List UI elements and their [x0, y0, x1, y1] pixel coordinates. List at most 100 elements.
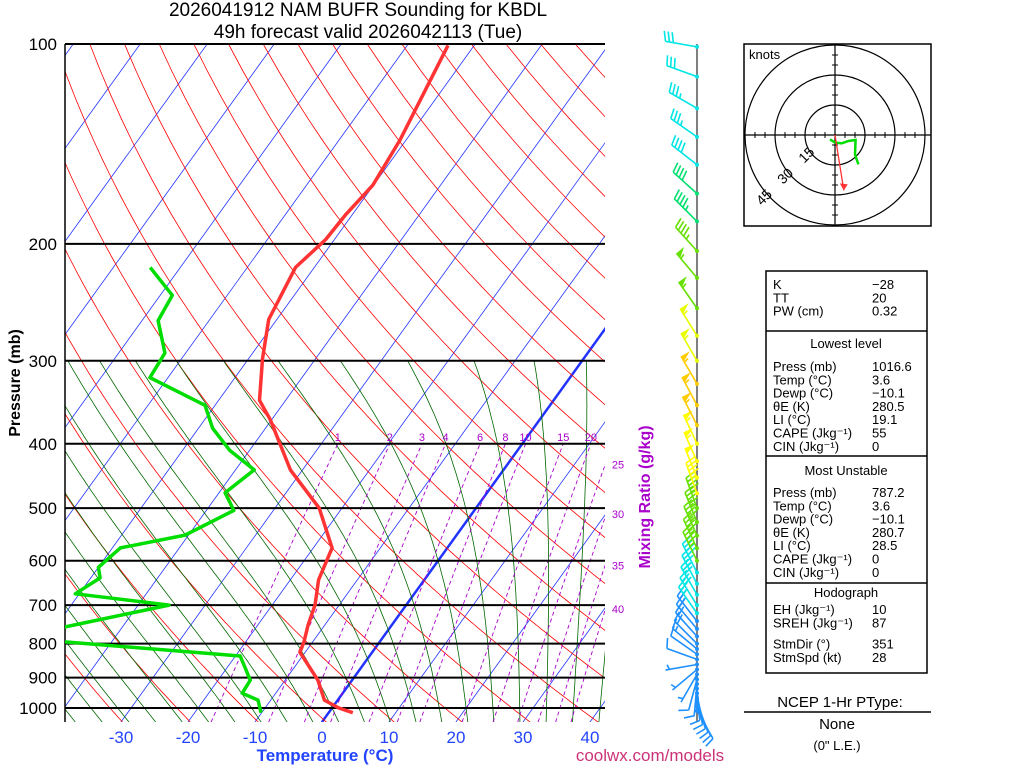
stat-value: 3.6 [872, 498, 890, 513]
stat-value: 280.5 [872, 399, 905, 414]
wind-barb-half-feather [680, 253, 685, 260]
stat-label: StmSpd (kt) [773, 650, 842, 665]
wind-barb-dot [695, 106, 699, 111]
wind-barb-half-feather [683, 310, 688, 316]
stat-label: StmDir (°) [773, 637, 830, 652]
stat-value: 1016.6 [872, 359, 912, 374]
moist-adiabat-line [67, 360, 314, 722]
stat-value: 28.5 [872, 538, 897, 553]
x-axis-label: Temperature (°C) [257, 746, 394, 765]
wind-barb [681, 372, 699, 408]
stats-section-title: Lowest level [810, 336, 882, 351]
wind-barb-dot [695, 619, 699, 624]
stat-label: Press (mb) [773, 485, 837, 500]
stat-value: 787.2 [872, 485, 905, 500]
wind-barb-feather [683, 576, 692, 586]
wind-barb-shaft [670, 117, 698, 138]
wind-barb-shaft [671, 144, 698, 166]
dry-adiabat-line [124, 44, 605, 631]
stat-value: 0 [872, 552, 879, 567]
mixing-ratio-line [517, 463, 605, 722]
moist-adiabat-line [99, 360, 340, 722]
wind-barb-dot [695, 652, 699, 657]
wind-barb-dot [695, 423, 699, 428]
wind-barb-feather [679, 569, 688, 579]
chart-title-line2: 49h forecast valid 2026042113 (Tue) [214, 22, 522, 43]
stat-label: Dewp (°C) [773, 386, 833, 401]
wind-barb-feather [675, 165, 682, 176]
wind-barb [670, 667, 699, 691]
y-axis-label: Pressure (mb) [7, 329, 24, 437]
stat-value: 28 [872, 650, 886, 665]
wind-barb-feather [677, 606, 685, 616]
wind-barb-feather [684, 565, 693, 575]
moist-adiabat-line [572, 360, 588, 722]
wind-barb-half-feather [689, 516, 695, 522]
stats-table: K −28 TT 20 PW (cm) 0.32 Lowest level Press (mb… [765, 270, 928, 674]
wind-barb-dot [695, 603, 699, 608]
temperature-line [257, 44, 450, 715]
wind-barb-pennant [680, 303, 689, 314]
wind-barb-half-feather [689, 542, 695, 547]
wind-barb-dot [695, 647, 699, 652]
stat-label: LI (°C) [773, 412, 811, 427]
stat-label: CIN (Jkg⁻¹) [773, 439, 839, 454]
isotherm-line [65, 44, 342, 429]
stat-value: −10.1 [872, 512, 905, 527]
wind-barb [677, 672, 699, 703]
moist-adiabat-line [175, 360, 391, 722]
wind-barb-dot [695, 162, 699, 167]
stat-label: CAPE (Jkg⁻¹) [773, 426, 852, 441]
wind-barb [677, 276, 699, 311]
mixing-ratio-line [492, 443, 592, 722]
wind-barb [680, 328, 699, 363]
wind-barb-dot [695, 475, 699, 480]
axis-labels: 1 2 3 4 6 8 10 15 202530354010020030040050060070… [19, 35, 624, 747]
pressure-tick-label: 700 [29, 596, 57, 615]
wind-barb-shaft [677, 586, 698, 614]
wind-barb-feather [683, 498, 693, 507]
wind-barb [672, 162, 699, 196]
stat-label: Temp (°C) [773, 498, 832, 513]
temperature-tick-label: 10 [380, 728, 399, 747]
wind-barb-shaft [680, 673, 698, 703]
wind-barb-dot [695, 662, 699, 667]
mixing-ratio-tick-label: 6 [477, 432, 483, 444]
wind-barb-half-feather [682, 283, 687, 289]
wind-barb-dot [695, 506, 699, 511]
wind-barb-feather [671, 32, 675, 43]
wind-barb-half-feather [689, 529, 695, 535]
isotherm-line [522, 607, 605, 722]
wind-barb-feather [676, 112, 682, 124]
mixing-ratio-line [537, 516, 605, 722]
wind-barb-shaft [666, 64, 698, 78]
pressure-tick-label: 200 [29, 235, 57, 254]
wind-barb [683, 498, 699, 538]
wind-barb-feather [669, 56, 673, 68]
wind-barb-shaft [665, 40, 698, 48]
storm-motion-arrowhead [839, 183, 848, 191]
dry-adiabat-line [193, 44, 605, 539]
wind-barb-dot [695, 381, 699, 386]
wind-barb-pennant [678, 276, 687, 287]
stat-label: Dewp (°C) [773, 512, 833, 527]
pressure-tick-label: 400 [29, 435, 57, 454]
credit-link[interactable]: coolwx.com/models [576, 746, 724, 765]
wind-barb-half-feather [685, 234, 690, 240]
dry-adiabat-line [65, 493, 259, 722]
wind-barb-feather [677, 220, 685, 231]
wind-barb-feather [682, 197, 689, 208]
stat-value: 10 [872, 602, 886, 617]
wind-barb-dot [695, 657, 699, 662]
wind-barb-shaft [671, 668, 698, 691]
wind-barb-feather [671, 135, 677, 146]
wind-barb [666, 55, 699, 79]
dry-adiabat-line [262, 44, 605, 449]
mixing-ratio-tick-label: 4 [443, 432, 449, 444]
stat-value: 87 [872, 615, 886, 630]
moist-adiabat-line [407, 360, 495, 722]
wind-barb [679, 303, 699, 338]
wind-barb [671, 618, 699, 652]
wind-barb [668, 82, 699, 111]
